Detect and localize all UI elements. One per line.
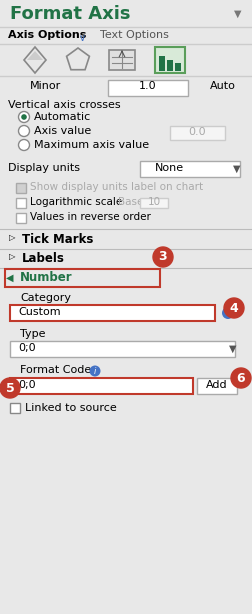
Bar — [169, 126, 224, 140]
Text: Linked to source: Linked to source — [25, 403, 116, 413]
Text: Auto: Auto — [209, 81, 235, 91]
Circle shape — [21, 114, 27, 120]
Bar — [154, 47, 184, 73]
Bar — [5, 269, 159, 287]
Text: ◀: ◀ — [6, 273, 14, 283]
Bar — [166, 60, 172, 71]
Bar — [109, 50, 135, 70]
Bar — [158, 56, 164, 71]
Bar — [10, 341, 234, 357]
Text: ▷: ▷ — [9, 252, 15, 262]
Circle shape — [18, 125, 29, 136]
Text: Format Code: Format Code — [20, 365, 91, 375]
Text: Minor: Minor — [30, 81, 61, 91]
Text: i: i — [93, 367, 96, 376]
Bar — [16, 183, 26, 193]
Text: 0.0: 0.0 — [187, 127, 205, 137]
Bar — [16, 198, 26, 208]
Text: ∨: ∨ — [78, 33, 85, 43]
Text: Display units: Display units — [8, 163, 80, 173]
Text: Format Axis: Format Axis — [10, 5, 130, 23]
Text: i: i — [226, 308, 228, 317]
Bar — [139, 198, 167, 208]
Text: Axis value: Axis value — [34, 126, 91, 136]
Bar — [196, 378, 236, 394]
Bar — [108, 80, 187, 96]
Text: Add: Add — [205, 380, 227, 390]
Text: Axis Options: Axis Options — [8, 30, 86, 40]
Circle shape — [223, 298, 243, 318]
Text: Category: Category — [20, 293, 71, 303]
Text: 3: 3 — [158, 251, 167, 263]
Bar — [10, 403, 20, 413]
Bar — [10, 378, 192, 394]
Text: Maximum axis value: Maximum axis value — [34, 140, 148, 150]
Text: Vertical axis crosses: Vertical axis crosses — [8, 100, 120, 110]
Text: Tick Marks: Tick Marks — [22, 233, 93, 246]
Text: 6: 6 — [236, 371, 244, 384]
Polygon shape — [66, 48, 89, 70]
Text: Text Options: Text Options — [100, 30, 168, 40]
Circle shape — [221, 307, 233, 319]
Text: Values in reverse order: Values in reverse order — [30, 212, 150, 222]
Text: Type: Type — [20, 329, 45, 339]
Circle shape — [89, 365, 100, 376]
Polygon shape — [24, 47, 46, 73]
Text: ▼: ▼ — [228, 344, 236, 354]
Bar — [10, 305, 214, 321]
Text: ▼: ▼ — [233, 9, 241, 19]
Circle shape — [152, 247, 172, 267]
Text: Base: Base — [117, 197, 143, 207]
Text: Logarithmic scale: Logarithmic scale — [30, 197, 122, 207]
Text: ▼: ▼ — [232, 164, 240, 174]
Text: 0;0: 0;0 — [18, 380, 36, 390]
Text: Automatic: Automatic — [34, 112, 91, 122]
Bar — [16, 213, 26, 223]
Text: 0;0: 0;0 — [18, 343, 36, 353]
Text: Custom: Custom — [18, 307, 60, 317]
Bar — [139, 161, 239, 177]
Text: Show display units label on chart: Show display units label on chart — [30, 182, 202, 192]
Circle shape — [18, 112, 29, 123]
Text: ▷: ▷ — [9, 233, 15, 243]
Text: 10: 10 — [147, 197, 160, 207]
Text: 4: 4 — [229, 301, 237, 314]
Circle shape — [230, 368, 250, 388]
Polygon shape — [27, 51, 43, 60]
Circle shape — [18, 139, 29, 150]
Circle shape — [0, 378, 20, 398]
Bar — [174, 63, 180, 71]
Text: Labels: Labels — [22, 252, 65, 265]
Text: Number: Number — [20, 271, 72, 284]
Text: None: None — [154, 163, 183, 173]
Text: 1.0: 1.0 — [139, 81, 156, 91]
Text: 5: 5 — [6, 381, 14, 395]
